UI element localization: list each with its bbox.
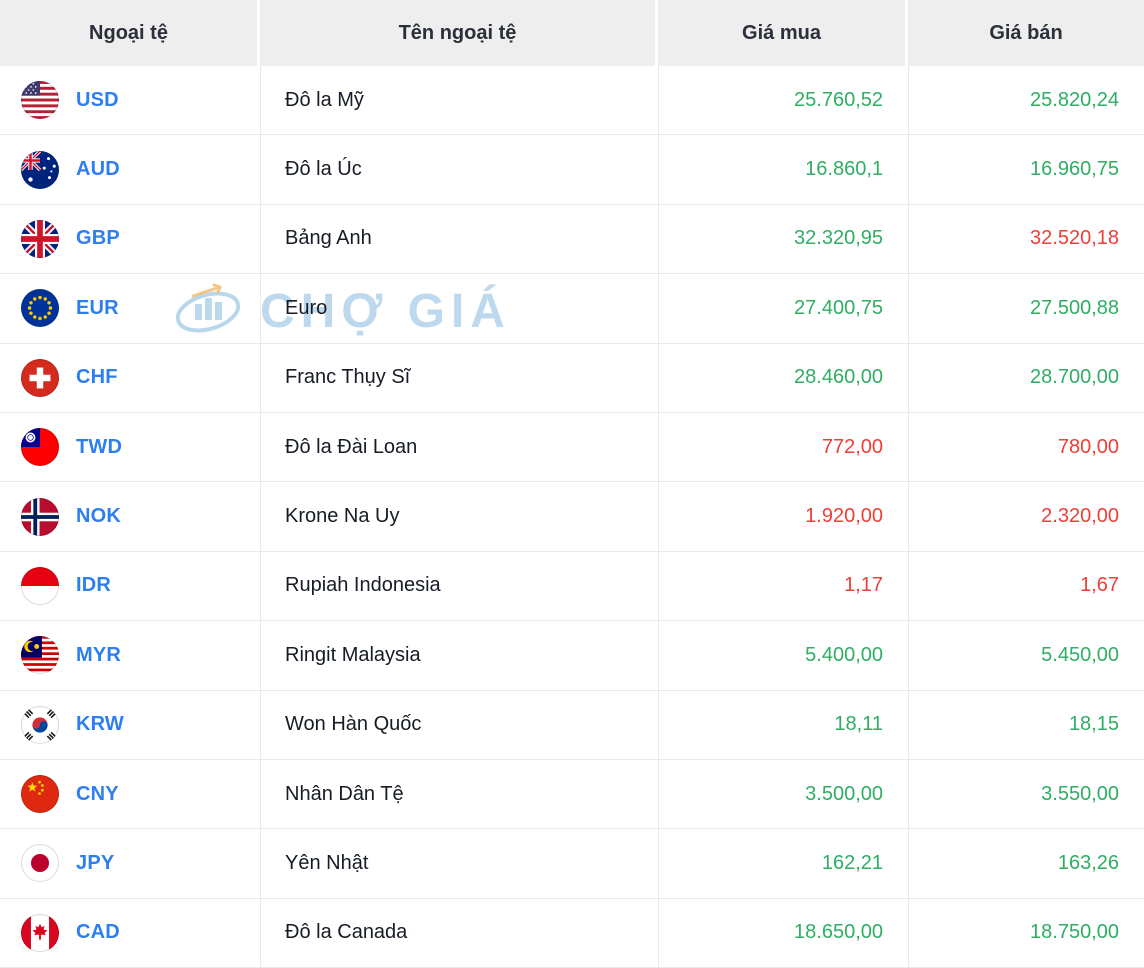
currency-name: Nhân Dân Tệ <box>260 759 658 829</box>
buy-price: 3.500,00 <box>658 759 908 829</box>
table-row: NOK Krone Na Uy 1.920,00 2.320,00 <box>0 482 1144 552</box>
currency-code: NOK <box>76 505 122 528</box>
buy-price: 5.400,00 <box>658 621 908 690</box>
currency-name: Euro <box>260 274 658 343</box>
sell-price: 163,26 <box>908 829 1144 898</box>
currency-name: Rupiah Indonesia <box>260 551 658 621</box>
currency-code: CHF <box>76 366 118 389</box>
malaysia-flag-icon <box>21 636 59 675</box>
sell-price: 18,15 <box>908 690 1144 759</box>
sell-price: 3.550,00 <box>908 759 1144 829</box>
table-row: IDR Rupiah Indonesia 1,17 1,67 <box>0 551 1144 622</box>
sell-price: 28.700,00 <box>908 343 1144 412</box>
currency-code: TWD <box>76 435 123 458</box>
currency-name: Franc Thụy Sĩ <box>260 343 658 412</box>
buy-price: 16.860,1 <box>658 135 908 204</box>
south-korea-flag-icon <box>21 705 59 744</box>
buy-price: 772,00 <box>658 412 908 482</box>
currency-code: AUD <box>76 158 120 181</box>
buy-price: 27.400,75 <box>658 274 908 343</box>
buy-price: 1,17 <box>658 551 908 621</box>
sell-price: 27.500,88 <box>908 274 1144 343</box>
sell-price: 32.520,18 <box>908 204 1144 274</box>
header-sell-price: Giá bán <box>908 0 1144 66</box>
table-header: Ngoại tệ Tên ngoại tệ Giá mua Giá bán <box>0 0 1144 66</box>
buy-price: 25.760,52 <box>658 66 908 135</box>
sell-price: 1,67 <box>908 551 1144 621</box>
sell-price: 2.320,00 <box>908 482 1144 551</box>
australia-flag-icon <box>21 150 59 189</box>
currency-name: Đô la Đài Loan <box>260 412 658 482</box>
table-row: TWD Đô la Đài Loan 772,00 780,00 <box>0 412 1144 483</box>
table-row: AUD Đô la Úc 16.860,1 16.960,75 <box>0 135 1144 205</box>
buy-price: 18.650,00 <box>658 898 908 968</box>
currency-name: Yên Nhật <box>260 829 658 898</box>
header-currency-name: Tên ngoại tệ <box>260 0 658 66</box>
currency-code: IDR <box>76 574 112 597</box>
japan-flag-icon <box>21 844 59 883</box>
currency-name: Krone Na Uy <box>260 482 658 551</box>
us-flag-icon <box>21 81 59 120</box>
currency-name: Đô la Canada <box>260 898 658 968</box>
currency-name: Đô la Úc <box>260 135 658 204</box>
uk-flag-icon <box>21 219 59 258</box>
table-row: MYR Ringit Malaysia 5.400,00 5.450,00 <box>0 621 1144 691</box>
currency-name: Won Hàn Quốc <box>260 690 658 759</box>
taiwan-flag-icon <box>21 428 59 467</box>
table-row: EUR Euro 27.400,75 27.500,88 <box>0 274 1144 344</box>
currency-code: CNY <box>76 782 119 805</box>
table-body: CHỢ GIÁ USD Đô la Mỹ 25.760,52 25.820,24 <box>0 66 1144 968</box>
indonesia-flag-icon <box>21 566 59 605</box>
sell-price: 16.960,75 <box>908 135 1144 204</box>
currency-name: Ringit Malaysia <box>260 621 658 690</box>
sell-price: 18.750,00 <box>908 898 1144 968</box>
currency-code: EUR <box>76 296 119 319</box>
header-currency: Ngoại tệ <box>0 0 260 66</box>
currency-code: JPY <box>76 851 115 874</box>
table-row: CHF Franc Thụy Sĩ 28.460,00 28.700,00 <box>0 343 1144 413</box>
eu-flag-icon <box>21 289 59 328</box>
table-row: GBP Bảng Anh 32.320,95 32.520,18 <box>0 204 1144 275</box>
header-buy-price: Giá mua <box>658 0 908 66</box>
table-row: USD Đô la Mỹ 25.760,52 25.820,24 <box>0 66 1144 136</box>
currency-code: USD <box>76 88 119 111</box>
currency-code: KRW <box>76 713 125 736</box>
buy-price: 18,11 <box>658 690 908 759</box>
currency-code: MYR <box>76 643 122 666</box>
buy-price: 28.460,00 <box>658 343 908 412</box>
sell-price: 780,00 <box>908 412 1144 482</box>
table-row: CNY Nhân Dân Tệ 3.500,00 3.550,00 <box>0 759 1144 830</box>
currency-code: GBP <box>76 227 120 250</box>
table-row: JPY Yên Nhật 162,21 163,26 <box>0 829 1144 899</box>
sell-price: 5.450,00 <box>908 621 1144 690</box>
canada-flag-icon <box>21 913 59 952</box>
switzerland-flag-icon <box>21 358 59 397</box>
norway-flag-icon <box>21 497 59 536</box>
buy-price: 162,21 <box>658 829 908 898</box>
buy-price: 32.320,95 <box>658 204 908 274</box>
currency-code: CAD <box>76 921 120 944</box>
buy-price: 1.920,00 <box>658 482 908 551</box>
sell-price: 25.820,24 <box>908 66 1144 135</box>
currency-name: Đô la Mỹ <box>260 66 658 135</box>
table-row: KRW Won Hàn Quốc 18,11 18,15 <box>0 690 1144 760</box>
currency-name: Bảng Anh <box>260 204 658 274</box>
china-flag-icon <box>21 775 59 814</box>
table-row: CAD Đô la Canada 18.650,00 18.750,00 <box>0 898 1144 968</box>
